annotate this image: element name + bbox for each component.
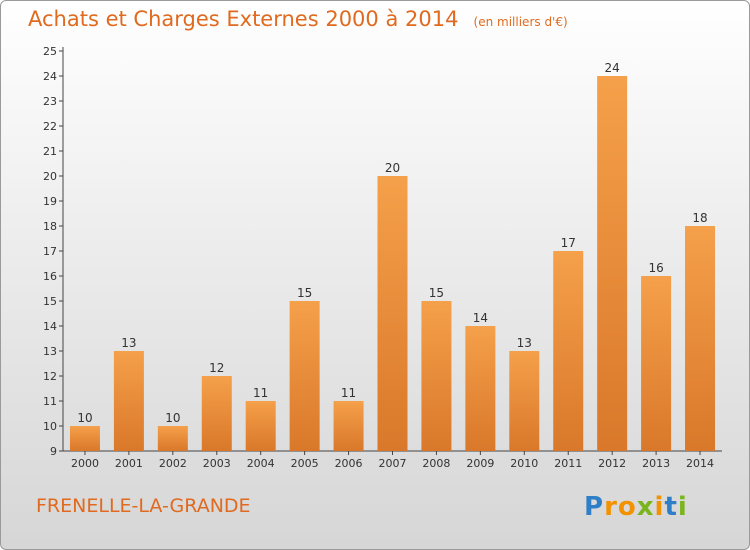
value-labels: 10 13 10 12 11 15 11 20 15 14 13 17 24 16 18 — [77, 61, 707, 425]
y-tick-labels: 9 10 11 12 13 14 15 16 17 18 19 20 21 22 23 24 25 — [43, 45, 57, 458]
value-label: 24 — [605, 61, 620, 75]
value-label: 10 — [77, 411, 92, 425]
y-tick-label: 25 — [43, 45, 57, 58]
bar — [553, 251, 584, 451]
value-label: 15 — [429, 286, 444, 300]
bar — [509, 351, 540, 451]
x-tick-label: 2000 — [71, 457, 99, 470]
x-tick-label: 2007 — [379, 457, 407, 470]
y-tick-label: 16 — [43, 270, 57, 283]
y-tick-label: 11 — [43, 395, 57, 408]
bar — [333, 401, 364, 451]
bars — [69, 76, 716, 451]
y-tick-label: 13 — [43, 345, 57, 358]
y-tick-label: 18 — [43, 220, 57, 233]
value-label: 13 — [121, 336, 136, 350]
logo-letter: i — [655, 492, 665, 521]
bar — [157, 426, 188, 451]
y-tick-label: 17 — [43, 245, 57, 258]
bar — [113, 351, 144, 451]
x-tick-label: 2008 — [422, 457, 450, 470]
x-tick-label: 2001 — [115, 457, 143, 470]
y-tick-label: 24 — [43, 70, 57, 83]
bar — [201, 376, 232, 451]
bar — [377, 176, 408, 451]
value-label: 10 — [165, 411, 180, 425]
logo-letter: o — [618, 492, 637, 521]
commune-name: FRENELLE-LA-GRANDE — [36, 495, 251, 517]
value-label: 16 — [648, 261, 663, 275]
logo-letter: x — [637, 492, 655, 521]
y-tick-label: 20 — [43, 170, 57, 183]
bar — [641, 276, 672, 451]
x-tick-label: 2003 — [203, 457, 231, 470]
x-tick-label: 2014 — [686, 457, 714, 470]
x-tick-label: 2013 — [642, 457, 670, 470]
y-tick-label: 19 — [43, 195, 57, 208]
bar — [245, 401, 276, 451]
bar — [597, 76, 628, 451]
x-tick-label: 2006 — [335, 457, 363, 470]
value-label: 11 — [253, 386, 268, 400]
title-row: Achats et Charges Externes 2000 à 2014 (… — [28, 7, 568, 31]
bar — [685, 226, 716, 451]
unit-label: (en milliers d'€) — [473, 15, 568, 29]
value-label: 11 — [341, 386, 356, 400]
svg-text:Proxiti: Proxiti — [584, 492, 688, 521]
logo-letter: t — [664, 492, 677, 521]
value-label: 17 — [561, 236, 576, 250]
logo-letter: r — [604, 492, 618, 521]
x-tick-label: 2004 — [247, 457, 275, 470]
bar — [465, 326, 496, 451]
y-tick-label: 12 — [43, 370, 57, 383]
value-label: 18 — [692, 211, 707, 225]
value-label: 20 — [385, 161, 400, 175]
bar — [421, 301, 452, 451]
x-tick-labels: 2000 2001 2002 2003 2004 2005 2006 2007 2008 2009… — [71, 457, 714, 470]
value-label: 13 — [517, 336, 532, 350]
y-tick-label: 21 — [43, 145, 57, 158]
x-tick-label: 2005 — [291, 457, 319, 470]
chart-title: Achats et Charges Externes 2000 à 2014 — [28, 7, 459, 31]
x-tick-label: 2012 — [598, 457, 626, 470]
bar — [289, 301, 320, 451]
value-label: 15 — [297, 286, 312, 300]
y-tick-label: 10 — [43, 420, 57, 433]
value-label: 14 — [473, 311, 488, 325]
bar — [69, 426, 100, 451]
value-label: 12 — [209, 361, 224, 375]
y-tick-label: 22 — [43, 120, 57, 133]
x-tick-label: 2002 — [159, 457, 187, 470]
y-tick-label: 14 — [43, 320, 57, 333]
logo-letter: i — [678, 492, 688, 521]
y-tick-label: 23 — [43, 95, 57, 108]
x-tick-label: 2010 — [510, 457, 538, 470]
x-tick-label: 2011 — [554, 457, 582, 470]
y-tick-label: 9 — [50, 445, 57, 458]
y-tick-label: 15 — [43, 295, 57, 308]
proxiti-logo: Proxiti — [584, 489, 694, 522]
logo-letter: P — [584, 492, 604, 521]
x-tick-label: 2009 — [466, 457, 494, 470]
